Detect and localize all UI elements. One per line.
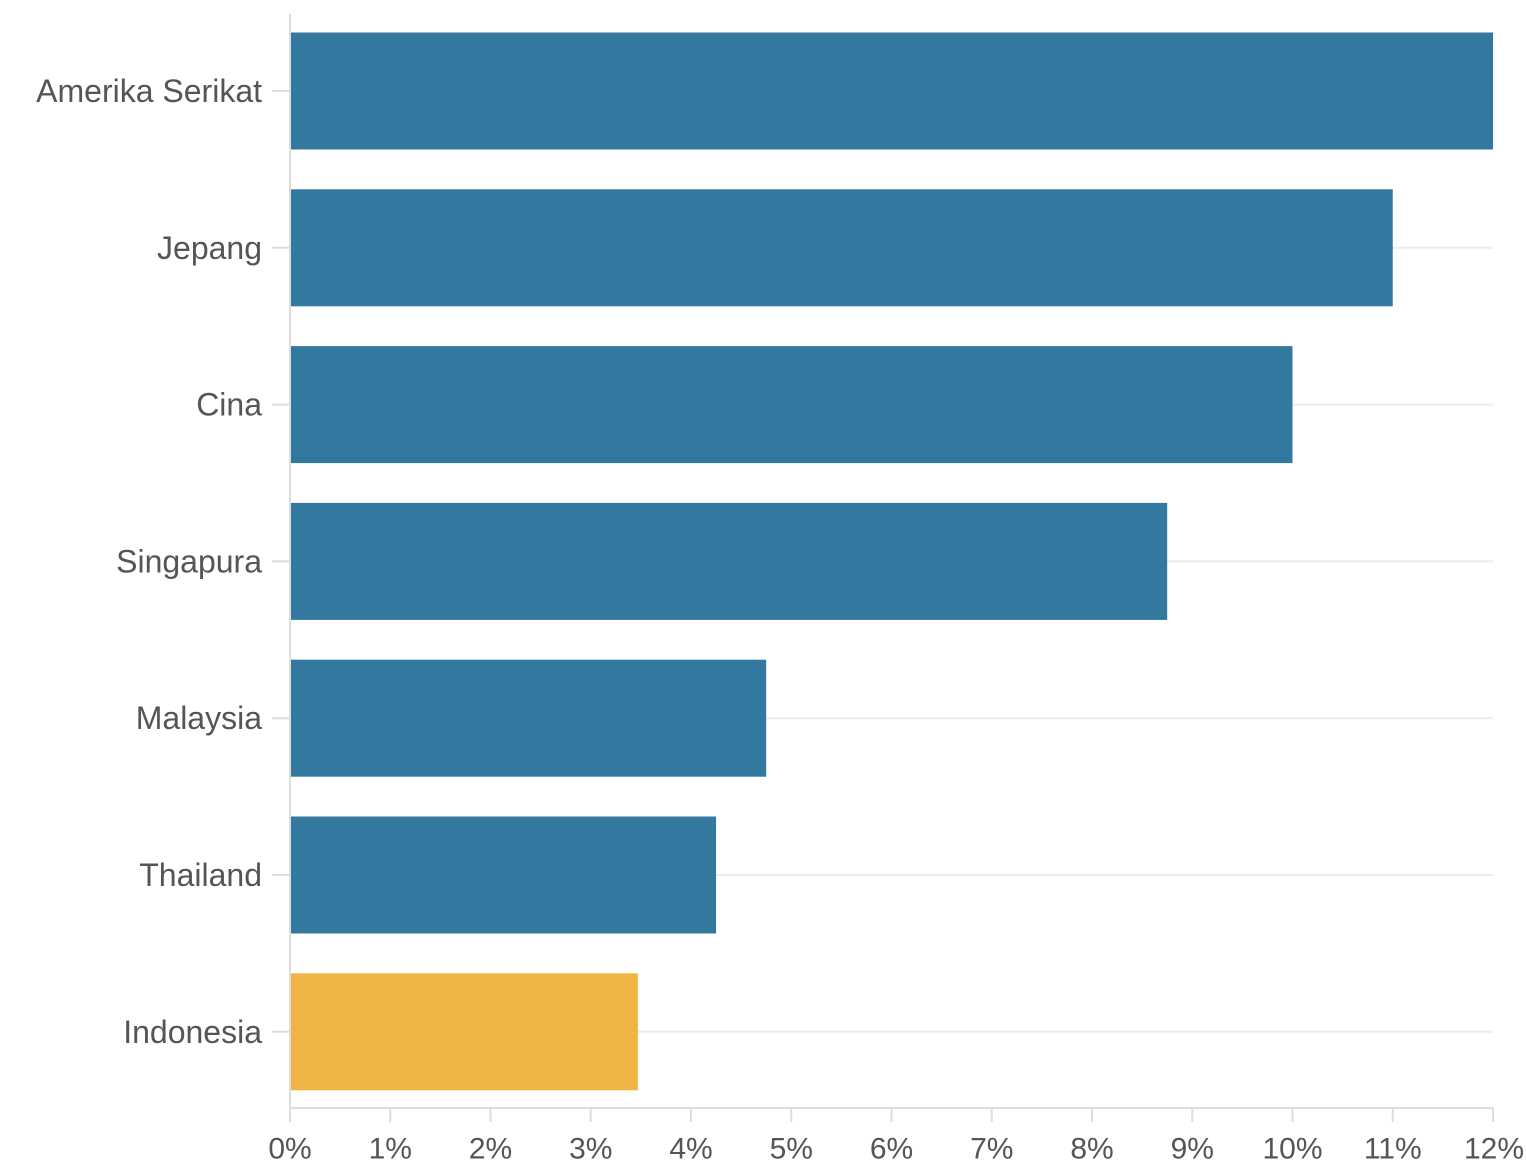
category-label: Jepang: [157, 230, 262, 266]
bar-thailand: [290, 816, 717, 934]
bar-indonesia: [290, 973, 638, 1091]
x-tick-label: 2%: [469, 1133, 512, 1162]
category-label: Singapura: [116, 543, 262, 579]
x-tick-label: 12%: [1464, 1133, 1524, 1162]
bar-cina: [290, 346, 1293, 464]
category-label: Thailand: [139, 857, 262, 893]
x-tick-label: 9%: [1171, 1133, 1214, 1162]
x-tick-label: 10%: [1262, 1133, 1322, 1162]
x-tick-label: 6%: [870, 1133, 913, 1162]
bars: [290, 32, 1493, 1091]
category-label: Indonesia: [123, 1014, 262, 1050]
axes: [272, 14, 1494, 1122]
bar-amerika-serikat: [290, 32, 1493, 150]
x-tick-label: 5%: [770, 1133, 813, 1162]
x-tick-label: 0%: [268, 1133, 311, 1162]
bar-singapura: [290, 502, 1168, 620]
x-tick-label: 7%: [970, 1133, 1013, 1162]
x-tick-labels: 0% 1% 2% 3% 4% 5% 6% 7% 8% 9% 10% 11% 12%: [268, 1133, 1524, 1162]
bar-malaysia: [290, 659, 767, 777]
category-label: Malaysia: [136, 700, 262, 736]
x-tick-label: 11%: [1364, 1133, 1422, 1162]
x-tick-label: 3%: [569, 1133, 612, 1162]
category-label: Cina: [196, 387, 262, 423]
x-tick-label: 8%: [1070, 1133, 1113, 1162]
category-label: Amerika Serikat: [36, 73, 262, 109]
x-tick-label: 1%: [369, 1133, 412, 1162]
bar-jepang: [290, 189, 1393, 307]
x-tick-label: 4%: [669, 1133, 712, 1162]
category-labels: Amerika Serikat Jepang Cina Singapura Malays…: [36, 73, 262, 1050]
